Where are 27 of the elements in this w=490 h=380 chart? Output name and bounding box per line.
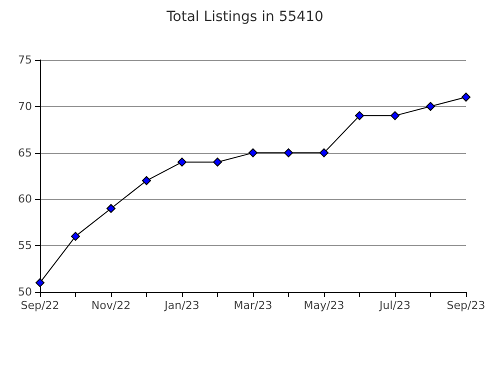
point xyxy=(462,92,470,102)
x-tick-label: Sep/22 xyxy=(20,299,60,312)
x-tick-label: Jan/23 xyxy=(164,299,200,312)
point xyxy=(426,102,435,111)
y-tick-label: 75 xyxy=(18,54,32,66)
point xyxy=(36,278,44,288)
point xyxy=(320,148,328,158)
point xyxy=(284,148,293,158)
x-tick-label: Jul/23 xyxy=(378,299,410,312)
x-tick-label: May/23 xyxy=(304,299,344,312)
x-tick-label: Mar/23 xyxy=(234,299,272,312)
x-tick-label: Sep/23 xyxy=(446,299,486,312)
point xyxy=(213,158,222,167)
y-tick-label: 55 xyxy=(18,239,32,252)
y-tick-label: 70 xyxy=(18,100,32,113)
y-tick-label: 60 xyxy=(18,192,32,206)
point xyxy=(178,158,186,167)
y-tick-label: 65 xyxy=(18,146,32,160)
y-tick-label: 50 xyxy=(18,286,32,298)
point xyxy=(390,111,400,120)
point xyxy=(248,148,258,158)
chart-title: Total Listings in 55410 xyxy=(166,9,324,25)
x-tick-label: Nov/22 xyxy=(91,299,131,312)
point xyxy=(355,111,364,120)
point xyxy=(142,176,151,186)
point xyxy=(106,204,116,213)
point xyxy=(71,232,80,241)
